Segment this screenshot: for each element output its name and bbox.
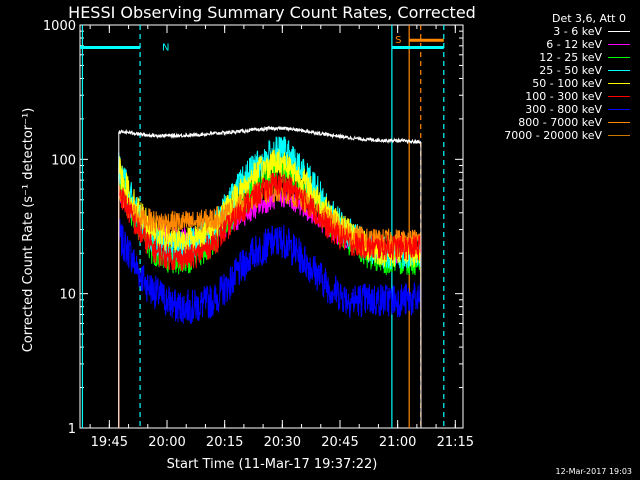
x-tick-label: 20:45 bbox=[321, 435, 358, 450]
legend-swatch bbox=[608, 31, 630, 32]
y-tick-label: 1000 bbox=[43, 19, 76, 34]
legend-item: 12 - 25 keV bbox=[470, 51, 630, 64]
series-line bbox=[118, 219, 422, 429]
legend-swatch bbox=[608, 135, 630, 136]
legend-item-label: 300 - 800 keV bbox=[525, 103, 602, 116]
legend-swatch bbox=[608, 70, 630, 71]
x-axis-label: Start Time (11-Mar-17 19:37:22) bbox=[167, 457, 378, 472]
x-tick-label: 21:15 bbox=[437, 435, 474, 450]
legend-item: 800 - 7000 keV bbox=[470, 116, 630, 129]
x-tick-label: 20:15 bbox=[206, 435, 243, 450]
legend-item: 100 - 300 keV bbox=[470, 90, 630, 103]
legend-item: 7000 - 20000 keV bbox=[470, 129, 630, 142]
legend: Det 3,6, Att 0 3 - 6 keV 6 - 12 keV 12 - 2… bbox=[470, 12, 630, 142]
legend-item: 25 - 50 keV bbox=[470, 64, 630, 77]
legend-item-label: 800 - 7000 keV bbox=[518, 116, 602, 129]
x-tick-label: 20:00 bbox=[148, 435, 185, 450]
legend-item-label: 3 - 6 keV bbox=[553, 25, 602, 38]
legend-item-label: 100 - 300 keV bbox=[525, 90, 602, 103]
legend-item-label: 12 - 25 keV bbox=[539, 51, 602, 64]
legend-header: Det 3,6, Att 0 bbox=[552, 12, 626, 25]
legend-item: 300 - 800 keV bbox=[470, 103, 630, 116]
flag-label: N bbox=[162, 42, 169, 53]
flag-label: S bbox=[395, 35, 401, 46]
x-tick-label: 21:00 bbox=[379, 435, 416, 450]
legend-item: 3 - 6 keV bbox=[470, 25, 630, 38]
y-axis-label: Corrected Count Rate (s⁻¹ detector⁻¹) bbox=[21, 108, 36, 353]
legend-swatch bbox=[608, 57, 630, 58]
legend-item-label: 7000 - 20000 keV bbox=[504, 129, 602, 142]
y-tick-label: 10 bbox=[59, 288, 76, 303]
timestamp: 12-Mar-2017 19:03 bbox=[555, 467, 633, 476]
legend-swatch bbox=[608, 109, 630, 110]
legend-item-label: 50 - 100 keV bbox=[532, 77, 602, 90]
legend-swatch bbox=[608, 83, 630, 84]
legend-item-label: 25 - 50 keV bbox=[539, 64, 602, 77]
y-tick-label: 100 bbox=[51, 153, 76, 168]
legend-item: 6 - 12 keV bbox=[470, 38, 630, 51]
legend-swatch bbox=[608, 44, 630, 45]
x-tick-label: 20:30 bbox=[264, 435, 301, 450]
legend-swatch bbox=[608, 122, 630, 123]
legend-item: 50 - 100 keV bbox=[470, 77, 630, 90]
chart-title: HESSI Observing Summary Count Rates, Cor… bbox=[68, 3, 476, 22]
legend-item-label: 6 - 12 keV bbox=[546, 38, 602, 51]
series-line bbox=[118, 172, 422, 429]
legend-swatch bbox=[608, 96, 630, 97]
plot-frame bbox=[79, 24, 464, 429]
series-line bbox=[118, 125, 422, 429]
x-tick-label: 19:45 bbox=[91, 435, 128, 450]
y-tick-label: 1 bbox=[68, 422, 76, 437]
